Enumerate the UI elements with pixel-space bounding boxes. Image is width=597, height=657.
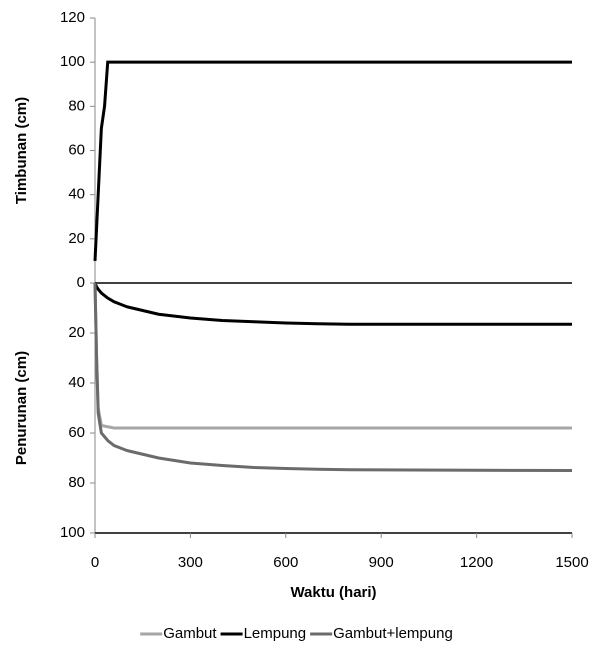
x-tick-label: 1500: [555, 554, 588, 571]
y-tick-label: 80: [68, 474, 85, 491]
y-tick-label: 80: [68, 97, 85, 114]
x-tick-label: 1200: [460, 554, 493, 571]
x-tick-label: 0: [91, 554, 99, 571]
y-tick-label: 120: [60, 9, 85, 26]
y-tick-label: 0: [77, 274, 85, 291]
legend-label: Gambut: [163, 625, 217, 642]
y-tick-label: 20: [68, 230, 85, 247]
legend-label: Lempung: [244, 625, 307, 642]
y-tick-label: 40: [68, 374, 85, 391]
y-tick-label: 20: [68, 324, 85, 341]
data-line: [93, 60, 572, 261]
y-axis-title: Timbunan (cm): [13, 97, 30, 204]
data-line: [93, 282, 573, 472]
x-axis-title: Waktu (hari): [290, 584, 376, 601]
y-tick-label: 60: [68, 424, 85, 441]
y-tick-label: 100: [60, 524, 85, 541]
legend: Gambut Lempung Gambut+lempung: [140, 625, 453, 642]
data-line: [93, 282, 572, 430]
data-line: [93, 282, 572, 326]
y-tick-label: 40: [68, 186, 85, 203]
y-axis-title: Penurunan (cm): [13, 351, 30, 465]
y-tick-label: 60: [68, 141, 85, 158]
x-tick-label: 600: [273, 554, 298, 571]
x-tick-label: 900: [369, 554, 394, 571]
x-tick-label: 300: [178, 554, 203, 571]
y-tick-label: 100: [60, 53, 85, 70]
legend-label: Gambut+lempung: [333, 625, 453, 642]
